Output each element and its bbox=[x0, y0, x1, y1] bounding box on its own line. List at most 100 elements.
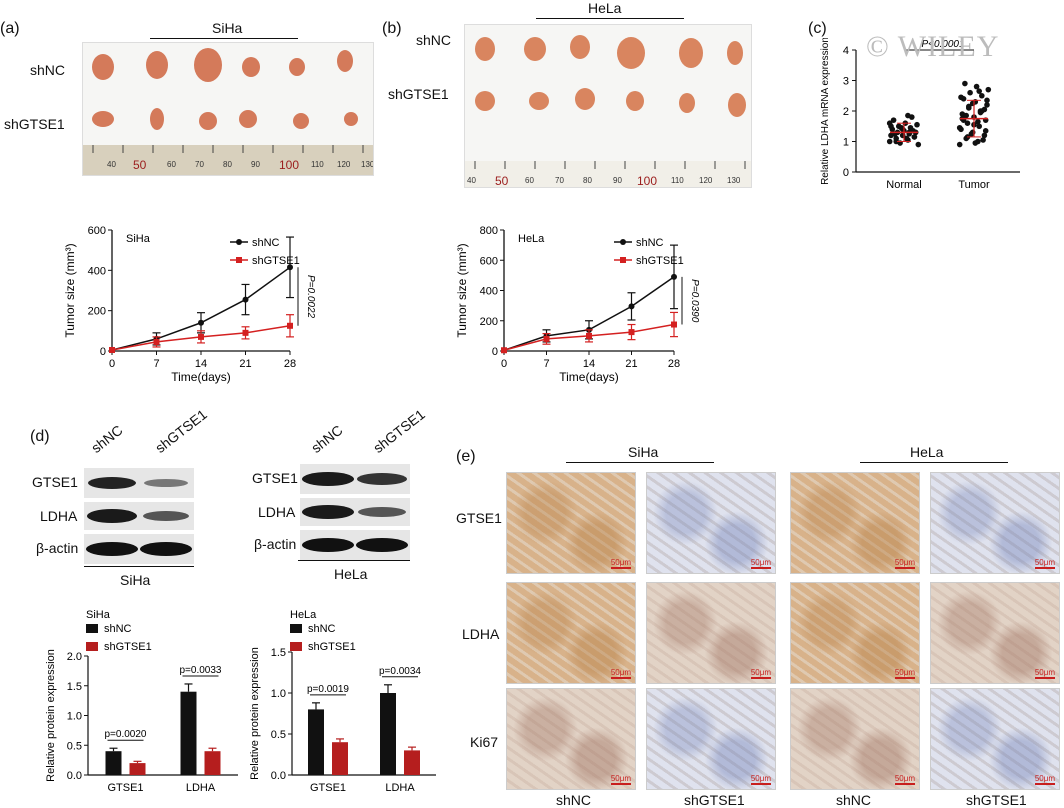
data-point bbox=[198, 319, 204, 326]
blot-label-gtse1: GTSE1 bbox=[252, 470, 298, 486]
legend-label: shGTSE1 bbox=[308, 641, 356, 653]
data-point bbox=[586, 332, 592, 339]
blot-lane-shnc: shNC bbox=[88, 421, 126, 456]
ruler-tick: 110 bbox=[311, 160, 324, 169]
data-point bbox=[982, 128, 989, 134]
blot-label-bactin: β-actin bbox=[36, 540, 79, 556]
scale-bar: 50μm bbox=[1034, 558, 1055, 569]
ihc-image-LDHA-0: 50μm bbox=[506, 582, 636, 684]
x-tick-label: GTSE1 bbox=[310, 782, 346, 794]
y-tick-label: 400 bbox=[88, 265, 106, 277]
legend-swatch bbox=[86, 642, 98, 651]
p-value: P=0.0390 bbox=[689, 279, 700, 323]
ihc-col-label: shGTSE1 bbox=[684, 792, 745, 808]
data-point bbox=[287, 322, 293, 329]
hela-photo-title: HeLa bbox=[588, 0, 622, 16]
x-tick-label: LDHA bbox=[385, 782, 415, 794]
ihc-image-Ki67-2: 50μm bbox=[790, 688, 920, 790]
row-label-shgtse1: shGTSE1 bbox=[4, 116, 65, 132]
ihc-siha-title: SiHa bbox=[628, 444, 659, 460]
data-point bbox=[899, 126, 906, 133]
data-point bbox=[153, 338, 160, 345]
chart-title: HeLa bbox=[518, 233, 545, 245]
bar-shNC-LDHA bbox=[180, 691, 197, 775]
data-point bbox=[671, 321, 677, 328]
blot-lane-shnc: shNC bbox=[308, 421, 346, 456]
ihc-hela-line bbox=[860, 462, 1008, 463]
ruler-tick: 130 bbox=[727, 176, 741, 185]
blot-label-bactin: β-actin bbox=[254, 536, 297, 552]
row-label-shnc: shNC bbox=[416, 32, 452, 48]
hela-blot-line bbox=[298, 560, 410, 561]
y-tick-label: 2 bbox=[843, 106, 849, 118]
blot-band bbox=[140, 542, 192, 556]
scale-bar: 50μm bbox=[894, 668, 915, 679]
hela-ruler-labels: 40 50 60 70 80 90 100 110 120 130 bbox=[467, 174, 741, 188]
chart-title: SiHa bbox=[86, 609, 111, 621]
data-point bbox=[905, 112, 911, 119]
hela-tumor-growth-chart: 0 200 400 600 800 0 7 14 21 28 Time(days) Tumor siz… bbox=[455, 225, 700, 384]
data-point bbox=[975, 118, 981, 125]
scale-bar: 50μm bbox=[610, 774, 631, 785]
data-point bbox=[976, 88, 982, 94]
data-point bbox=[984, 102, 990, 108]
panel-label-c: (c) bbox=[808, 20, 827, 37]
hela-protein-bar-chart: 0.0 0.5 1.0 1.5 Relative protein expression H… bbox=[249, 609, 436, 794]
bar-shNC-GTSE1 bbox=[105, 751, 122, 775]
x-axis-label: Time(days) bbox=[171, 370, 231, 384]
scale-bar: 50μm bbox=[750, 774, 771, 785]
data-point bbox=[888, 123, 894, 130]
ruler-tick: 70 bbox=[555, 176, 564, 185]
y-tick-label: 0 bbox=[492, 346, 498, 358]
legend-swatch bbox=[290, 642, 302, 651]
legend-swatch bbox=[290, 624, 302, 633]
data-point bbox=[980, 137, 986, 143]
ruler-tick: 60 bbox=[167, 160, 176, 169]
legend-label: shNC bbox=[252, 237, 280, 249]
panel-label-d: (d) bbox=[30, 428, 50, 445]
bar-shGTSE1-GTSE1 bbox=[332, 742, 348, 775]
ruler-tick: 50 bbox=[133, 158, 147, 172]
legend-label: shNC bbox=[308, 623, 336, 635]
data-point bbox=[972, 140, 979, 146]
data-point bbox=[671, 273, 677, 280]
data-point bbox=[956, 141, 963, 148]
ihc-image-LDHA-2: 50μm bbox=[790, 582, 920, 684]
ruler-tick: 100 bbox=[637, 174, 657, 187]
y-tick-label: 600 bbox=[88, 225, 106, 237]
y-tick-label: 200 bbox=[88, 306, 106, 318]
ruler-tick: 40 bbox=[467, 176, 476, 185]
ihc-image-LDHA-1: 50μm bbox=[646, 582, 776, 684]
ihc-siha-line bbox=[566, 462, 714, 463]
scale-bar: 50μm bbox=[1034, 668, 1055, 679]
scale-bar: 50μm bbox=[750, 668, 771, 679]
y-tick-label: 2.0 bbox=[67, 651, 82, 663]
blot-label-ldha: LDHA bbox=[258, 504, 296, 520]
bar-shNC-GTSE1 bbox=[308, 709, 324, 775]
blot-band bbox=[302, 505, 354, 519]
data-point bbox=[287, 264, 293, 271]
blot-band bbox=[87, 509, 137, 523]
blot-band bbox=[88, 477, 136, 489]
legend-label: shGTSE1 bbox=[252, 255, 300, 267]
ihc-image-LDHA-3: 50μm bbox=[930, 582, 1060, 684]
blot-band bbox=[357, 473, 407, 485]
y-tick-label: 0.0 bbox=[271, 770, 286, 782]
chart-title: SiHa bbox=[126, 233, 151, 245]
ruler-tick: 110 bbox=[671, 176, 684, 185]
bar-shNC-LDHA bbox=[380, 693, 396, 775]
y-tick-label: 1.5 bbox=[271, 647, 286, 659]
data-point bbox=[109, 346, 115, 353]
data-point bbox=[890, 117, 897, 123]
data-point bbox=[963, 112, 969, 119]
ruler-tick: 130 bbox=[361, 160, 373, 169]
legend-label: shGTSE1 bbox=[104, 641, 152, 653]
scale-bar: 50μm bbox=[610, 558, 631, 569]
data-point bbox=[979, 108, 985, 114]
ruler-tick: 120 bbox=[337, 160, 351, 169]
data-point bbox=[985, 86, 992, 93]
ruler-tick: 80 bbox=[223, 160, 232, 169]
scale-bar: 50μm bbox=[750, 558, 771, 569]
y-tick-label: 1.5 bbox=[67, 681, 82, 693]
data-point bbox=[967, 89, 973, 96]
